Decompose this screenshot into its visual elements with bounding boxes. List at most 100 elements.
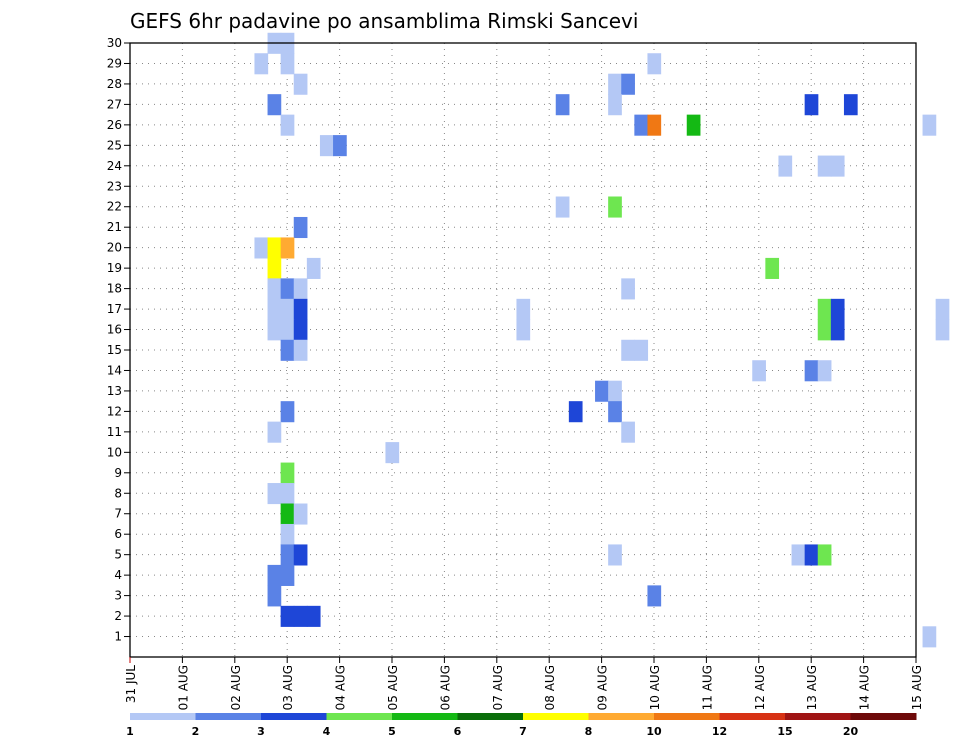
heatmap-cell — [621, 339, 635, 361]
y-tick-label: 24 — [107, 159, 122, 173]
y-tick-label: 16 — [107, 323, 122, 337]
heatmap-cell — [293, 216, 308, 239]
heatmap-cell — [254, 53, 269, 75]
x-tick-label: 14 AUG — [858, 665, 872, 710]
heatmap-cell — [280, 339, 295, 361]
heatmap-cell — [306, 257, 321, 279]
x-tick-label: 07 AUG — [491, 665, 505, 710]
y-tick-label: 10 — [107, 445, 122, 459]
colorbar-segment — [523, 713, 589, 720]
heatmap-cell — [647, 585, 662, 607]
heatmap-cell — [293, 339, 308, 361]
colorbar-tick-label: 15 — [777, 725, 792, 738]
y-tick-label: 15 — [107, 343, 122, 357]
heatmap-cell — [935, 298, 950, 320]
colorbar-tick-label: 7 — [519, 725, 527, 738]
heatmap-cell — [267, 257, 282, 279]
heatmap-cell — [293, 319, 308, 341]
heatmap-cell — [280, 53, 295, 75]
y-tick-label: 6 — [114, 527, 122, 541]
heatmap-cell — [280, 605, 295, 627]
heatmap-cell — [608, 544, 622, 566]
y-tick-label: 27 — [107, 97, 122, 111]
heatmap-cell — [280, 319, 295, 341]
y-tick-label: 26 — [107, 118, 122, 132]
x-tick-label: 05 AUG — [386, 665, 400, 710]
heatmap-cell — [267, 564, 282, 586]
colorbar-segment — [588, 713, 655, 720]
heatmap-cell — [293, 605, 308, 627]
heatmap-cell — [280, 401, 295, 423]
x-tick-label: 12 AUG — [753, 665, 767, 710]
heatmap-cell — [267, 94, 282, 116]
x-tick-label: 06 AUG — [438, 665, 452, 710]
y-tick-label: 17 — [107, 302, 122, 316]
heatmap-cell — [280, 114, 295, 136]
heatmap-cell — [621, 73, 635, 95]
x-tick-label: 08 AUG — [543, 665, 557, 710]
colorbar-tick-label: 8 — [585, 725, 593, 738]
heatmap-cell — [595, 380, 609, 402]
heatmap-cell — [608, 401, 622, 423]
x-tick-label: 11 AUG — [700, 665, 714, 710]
y-tick-label: 29 — [107, 56, 122, 70]
y-tick-label: 8 — [114, 486, 122, 500]
heatmap-cell — [267, 298, 282, 320]
heatmap-cell — [621, 278, 635, 300]
y-tick-label: 18 — [107, 282, 122, 296]
heatmap-cell — [280, 503, 295, 525]
heatmap-cell — [555, 196, 570, 218]
heatmap-cell — [804, 544, 819, 566]
y-tick-label: 11 — [107, 425, 122, 439]
x-axis-ticks: 31 JUL 01 AUG 02 AUG 03 AUG 04 AUG 05 AUG 06 A… — [124, 657, 924, 710]
colorbar-segment — [785, 713, 851, 720]
chart-title: GEFS 6hr padavine po ansamblima Rimski S… — [130, 9, 638, 33]
x-tick-label: 10 AUG — [648, 665, 662, 710]
x-tick-label: 13 AUG — [805, 665, 819, 710]
y-tick-label: 28 — [107, 77, 122, 91]
heatmap-cell — [293, 278, 308, 300]
y-tick-label: 12 — [107, 404, 122, 418]
colorbar-tick-label: 3 — [257, 725, 265, 738]
heatmap-cell — [280, 278, 295, 300]
x-tick-label: 04 AUG — [334, 665, 348, 710]
heatmap-cell — [555, 94, 570, 116]
y-tick-label: 30 — [107, 36, 122, 50]
colorbar-segment — [719, 713, 786, 720]
colorbar-segment — [195, 713, 262, 720]
colorbar-segment — [392, 713, 458, 720]
data-cells — [254, 32, 950, 648]
heatmap-cell — [516, 319, 531, 341]
x-tick-label: 01 AUG — [176, 665, 190, 710]
colorbar-segment — [261, 713, 327, 720]
heatmap-cell — [280, 462, 295, 484]
y-tick-label: 1 — [114, 630, 122, 644]
heatmap-cell — [621, 421, 635, 443]
y-tick-label: 14 — [107, 363, 122, 377]
heatmap-cell — [922, 114, 937, 136]
colorbar-tick-label: 20 — [843, 725, 859, 738]
y-tick-label: 9 — [114, 466, 122, 480]
heatmap-cell — [280, 298, 295, 320]
heatmap-cell — [280, 544, 295, 566]
heatmap-cell — [267, 421, 282, 443]
y-tick-label: 21 — [107, 220, 122, 234]
heatmap-cell — [280, 483, 295, 505]
heatmap-cell — [608, 94, 622, 116]
heatmap-cell — [280, 523, 295, 546]
heatmap-cell — [752, 360, 766, 382]
heatmap-cell — [385, 442, 400, 464]
colorbar-segment — [654, 713, 720, 720]
y-tick-label: 3 — [114, 589, 122, 603]
heatmap-cell — [804, 360, 819, 382]
heatmap-cell — [254, 237, 269, 259]
heatmap-cell — [306, 605, 321, 627]
heatmap-cell — [830, 298, 845, 320]
heatmap-cell — [293, 298, 308, 320]
colorbar: 1 2 3 4 5 6 7 8 10 12 15 20 — [126, 713, 917, 738]
colorbar-segment — [457, 713, 524, 720]
x-tick-label: 15 AUG — [910, 665, 924, 710]
heatmap-cell — [293, 73, 308, 95]
heatmap-cell — [267, 483, 282, 505]
x-tick-label: 02 AUG — [229, 665, 243, 710]
